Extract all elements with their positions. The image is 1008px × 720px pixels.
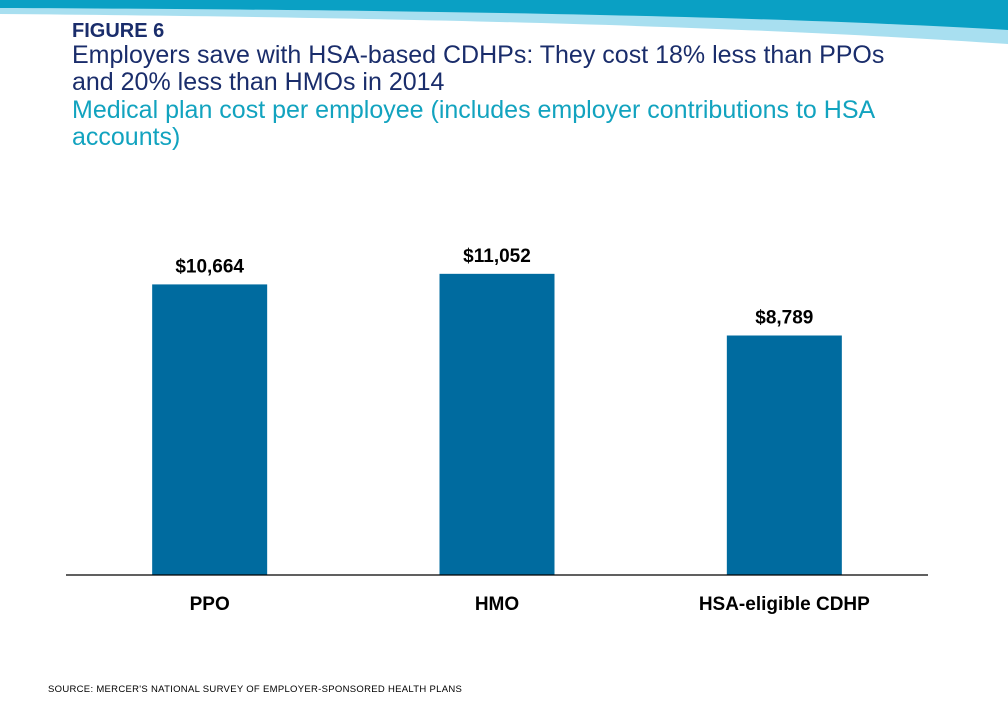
data-label: $11,052 bbox=[463, 246, 531, 267]
category-label: HMO bbox=[475, 594, 519, 615]
top-decorative-band bbox=[0, 0, 1008, 44]
chart-header: FIGURE 6 Employers save with HSA-based C… bbox=[72, 20, 932, 151]
chart-title: Employers save with HSA-based CDHPs: The… bbox=[72, 41, 885, 96]
figure-label: FIGURE 6 bbox=[72, 20, 165, 42]
data-label: $8,789 bbox=[755, 307, 813, 328]
category-label: HSA-eligible CDHP bbox=[699, 594, 870, 615]
chart-subtitle: Medical plan cost per employee (includes… bbox=[72, 96, 874, 151]
labels-layer: $10,664 PPO $11,052 HMO $8,789 HSA-eligible C… bbox=[175, 246, 870, 615]
bar-ppo bbox=[152, 284, 268, 575]
data-label: $10,664 bbox=[175, 256, 244, 277]
source-note: SOURCE: MERCER'S NATIONAL SURVEY OF EMPL… bbox=[48, 684, 463, 695]
category-label: PPO bbox=[190, 594, 230, 615]
bar-hsa-eligible-cdhp bbox=[726, 335, 842, 575]
bar-hmo bbox=[439, 273, 555, 575]
bars-layer bbox=[152, 273, 842, 575]
